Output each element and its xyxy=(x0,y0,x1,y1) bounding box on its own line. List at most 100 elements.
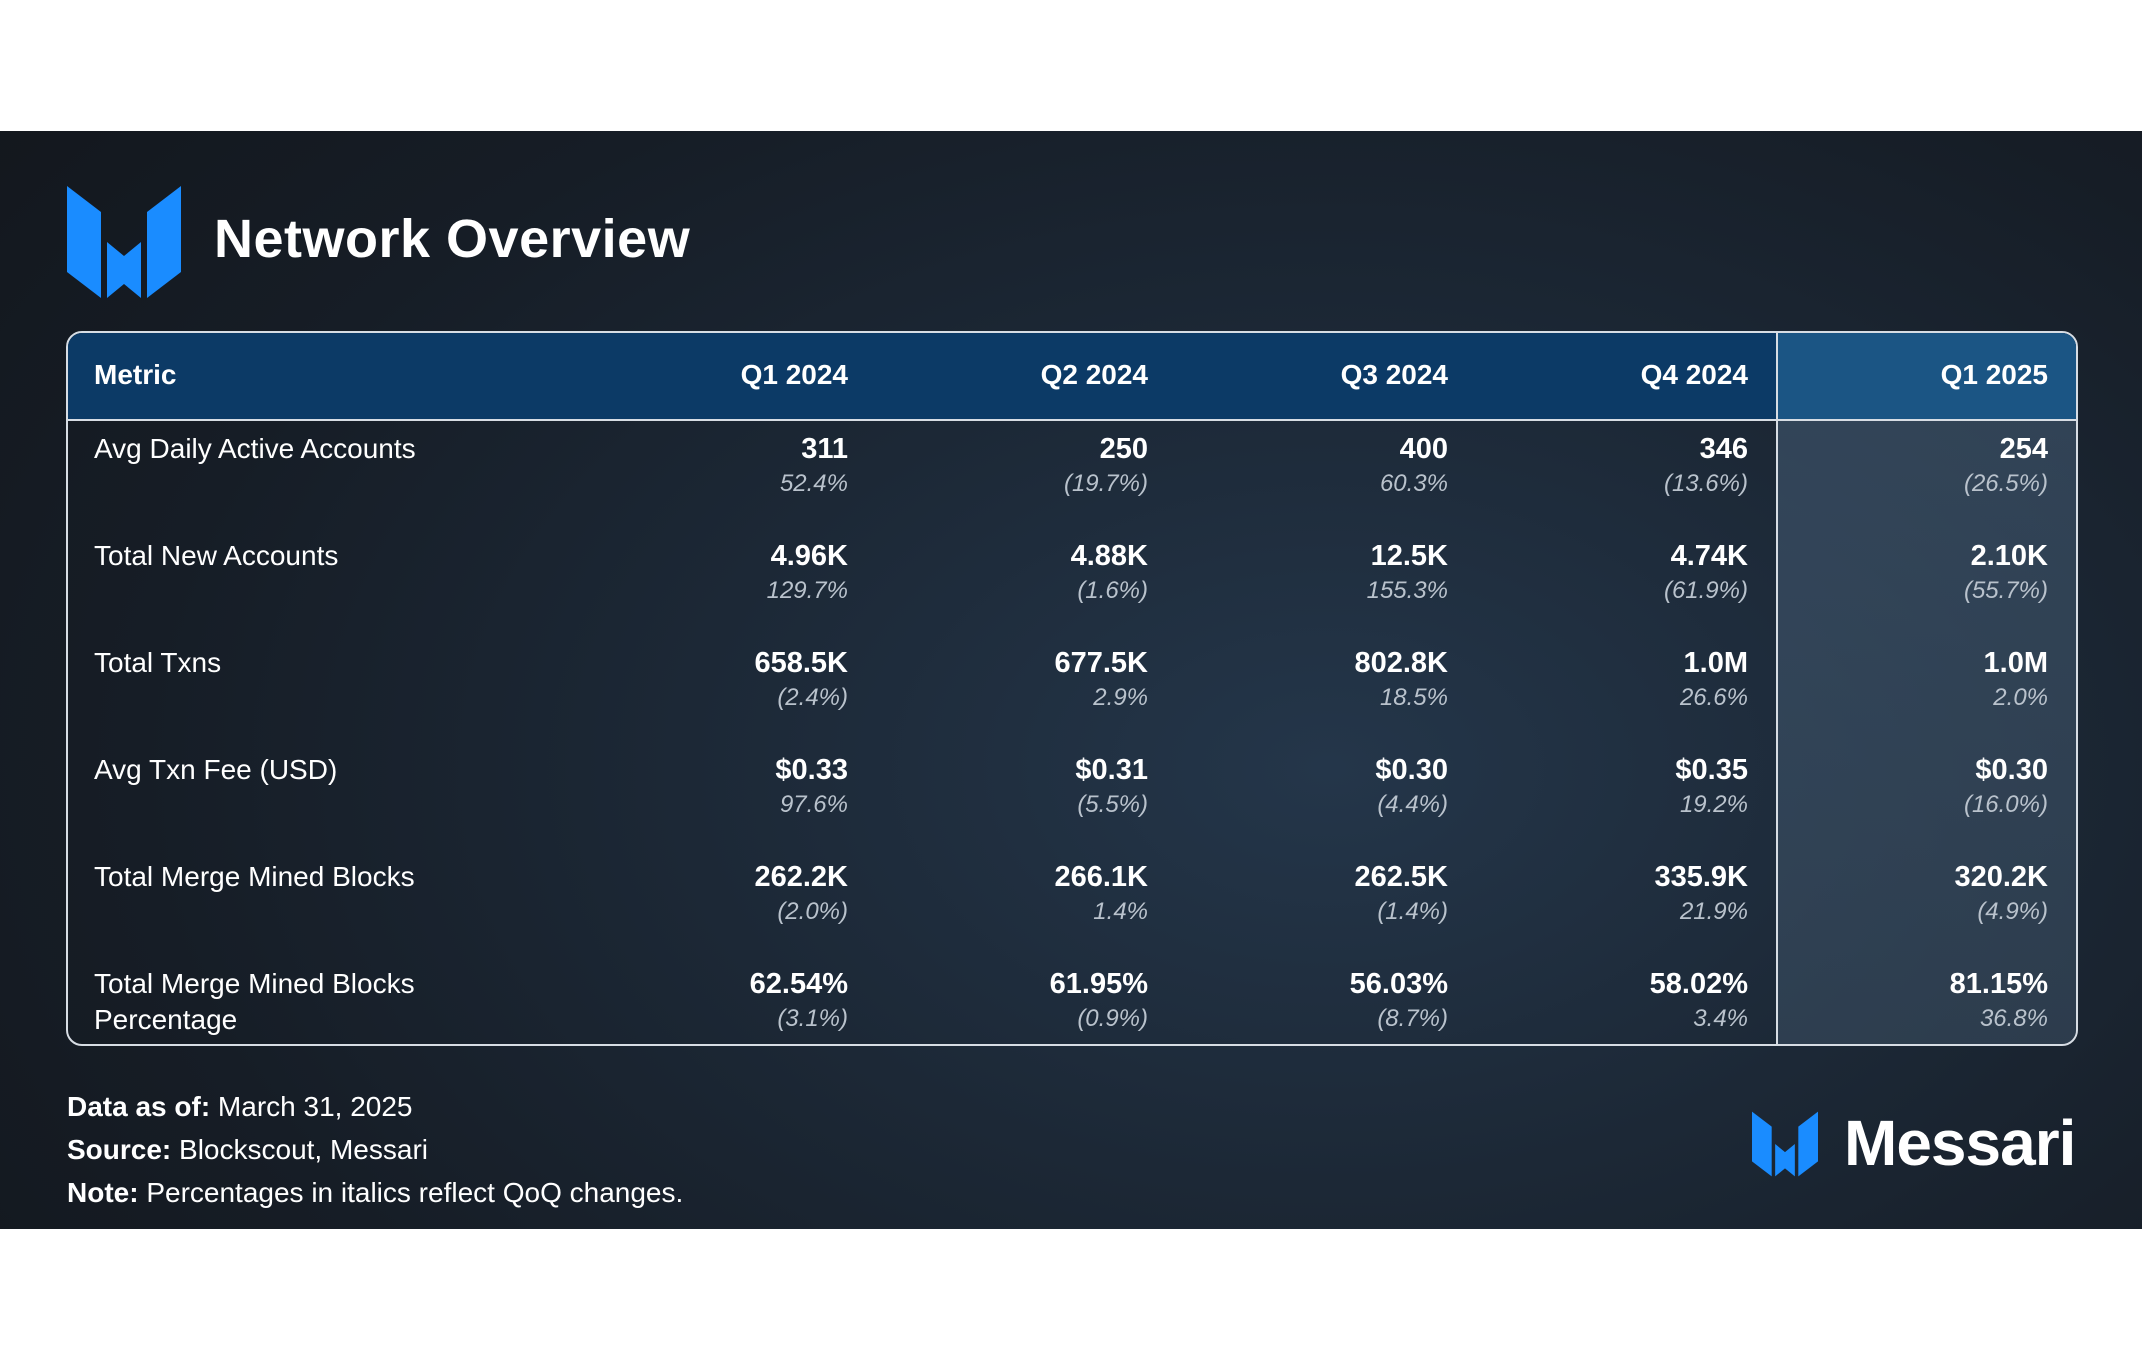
cell-change: (5.5%) xyxy=(1077,791,1148,818)
source-value: Blockscout, Messari xyxy=(171,1134,428,1165)
table-cell: 4.74K (61.9%) xyxy=(1508,528,1748,608)
cell-value: 346 xyxy=(1699,433,1748,465)
metric-label: Total Txns xyxy=(94,647,222,678)
table-cell: 4.88K (1.6%) xyxy=(908,528,1148,608)
metric-label: Avg Txn Fee (USD) xyxy=(94,754,338,785)
table-cell: 12.5K 155.3% xyxy=(1208,528,1448,608)
note-label: Note: xyxy=(67,1177,139,1208)
table-cell: 658.5K (2.4%) xyxy=(608,635,848,715)
metric-label: Total Merge Mined Blocks xyxy=(94,861,415,892)
table-header xyxy=(68,333,2076,421)
cell-change: 26.6% xyxy=(1679,684,1748,711)
cell-value: 802.8K xyxy=(1354,647,1448,679)
cell-change: 2.9% xyxy=(1093,684,1148,711)
table-cell: 400 60.3% xyxy=(1208,421,1448,501)
cell-change: 18.5% xyxy=(1379,684,1448,711)
column-header-q2-2024: Q2 2024 xyxy=(1040,359,1148,390)
table-cell: $0.33 97.6% xyxy=(608,742,848,822)
table-cell: 4.96K 129.7% xyxy=(608,528,848,608)
table-cell: 58.02% 3.4% xyxy=(1508,956,1748,1036)
cell-change: 21.9% xyxy=(1679,898,1748,925)
cell-value: $0.35 xyxy=(1675,754,1748,786)
cell-change: (2.4%) xyxy=(777,684,848,711)
cell-value: 12.5K xyxy=(1370,540,1448,572)
cell-value: 56.03% xyxy=(1349,968,1448,1000)
cell-change: (55.7%) xyxy=(1963,577,2048,604)
messari-logo-icon xyxy=(1752,1111,1818,1177)
cell-value: $0.31 xyxy=(1075,754,1148,786)
metrics-table: Metric Q1 2024 Q2 2024 Q3 2024 Q4 2024 Q1 202… xyxy=(66,331,2078,1046)
cell-value: 1.0M xyxy=(1983,647,2048,679)
table-cell: 335.9K 21.9% xyxy=(1508,849,1748,929)
table-cell: 262.2K (2.0%) xyxy=(608,849,848,929)
table-cell: 1.0M 2.0% xyxy=(1808,635,2048,715)
header-highlight-cell xyxy=(1776,333,2076,419)
table-cell: 1.0M 26.6% xyxy=(1508,635,1748,715)
cell-value: 4.88K xyxy=(1070,540,1148,572)
metric-label: Avg Daily Active Accounts xyxy=(94,433,416,464)
cell-value: 262.2K xyxy=(754,861,848,893)
cell-value: 254 xyxy=(1999,433,2048,465)
brand-name: Messari xyxy=(1844,1107,2076,1179)
column-header-q3-2024: Q3 2024 xyxy=(1340,359,1448,390)
metric-label: Total New Accounts xyxy=(94,540,339,571)
table-cell: 262.5K (1.4%) xyxy=(1208,849,1448,929)
cell-value: 658.5K xyxy=(754,647,848,679)
cell-value: 61.95% xyxy=(1049,968,1148,1000)
table-cell: 311 52.4% xyxy=(608,421,848,501)
cell-change: (3.1%) xyxy=(777,1005,848,1032)
footer-data-as-of: Data as of: March 31, 2025 xyxy=(67,1089,413,1125)
table-cell: 56.03% (8.7%) xyxy=(1208,956,1448,1036)
cell-change: 129.7% xyxy=(766,577,848,604)
cell-value: 4.74K xyxy=(1670,540,1748,572)
metric-label: Total Merge Mined Blocks Percentage xyxy=(94,968,415,1035)
footer-source: Source: Blockscout, Messari xyxy=(67,1132,428,1168)
column-header-q4-2024: Q4 2024 xyxy=(1640,359,1748,390)
cell-change: 19.2% xyxy=(1679,791,1748,818)
cell-change: (26.5%) xyxy=(1963,470,2048,497)
highlight-column xyxy=(1776,333,2076,1044)
table-cell: 62.54% (3.1%) xyxy=(608,956,848,1036)
cell-value: $0.30 xyxy=(1975,754,2048,786)
cell-change: (1.4%) xyxy=(1377,898,1448,925)
cell-change: 3.4% xyxy=(1693,1005,1748,1032)
cell-value: $0.30 xyxy=(1375,754,1448,786)
cell-value: 266.1K xyxy=(1054,861,1148,893)
cell-value: 4.96K xyxy=(770,540,848,572)
cell-value: 62.54% xyxy=(749,968,848,1000)
overview-panel: Network Overview Metric Q1 2024 Q2 2024 Q3 … xyxy=(0,131,2142,1229)
cell-change: 97.6% xyxy=(779,791,848,818)
cell-change: (8.7%) xyxy=(1377,1005,1448,1032)
table-cell: 802.8K 18.5% xyxy=(1208,635,1448,715)
cell-change: (61.9%) xyxy=(1663,577,1748,604)
table-cell: $0.30 (4.4%) xyxy=(1208,742,1448,822)
table-cell: $0.35 19.2% xyxy=(1508,742,1748,822)
page-title: Network Overview xyxy=(214,209,691,269)
brand-logo: Messari xyxy=(1752,1107,2082,1181)
cell-change: (2.0%) xyxy=(777,898,848,925)
cell-change: (4.4%) xyxy=(1377,791,1448,818)
column-header-metric: Metric xyxy=(94,359,177,390)
table-cell: 346 (13.6%) xyxy=(1508,421,1748,501)
table-cell: 677.5K 2.9% xyxy=(908,635,1148,715)
cell-change: 60.3% xyxy=(1379,470,1448,497)
cell-change: 52.4% xyxy=(779,470,848,497)
cell-change: 1.4% xyxy=(1093,898,1148,925)
table-cell: 61.95% (0.9%) xyxy=(908,956,1148,1036)
data-as-of-value: March 31, 2025 xyxy=(210,1091,413,1122)
cell-value: 250 xyxy=(1099,433,1148,465)
footer-note: Note: Percentages in italics reflect QoQ… xyxy=(67,1175,683,1211)
table-row: Total Merge Mined Blocks Percentage 62.54… xyxy=(68,956,2076,1044)
cell-value: 262.5K xyxy=(1354,861,1448,893)
cell-value: 335.9K xyxy=(1654,861,1748,893)
table-cell: 81.15% 36.8% xyxy=(1808,956,2048,1036)
cell-value: $0.33 xyxy=(775,754,848,786)
cell-value: 2.10K xyxy=(1970,540,2048,572)
table-row: Total Merge Mined Blocks 262.2K (2.0%) 266.… xyxy=(68,849,2076,956)
source-label: Source: xyxy=(67,1134,172,1165)
cell-value: 58.02% xyxy=(1649,968,1748,1000)
cell-change: (4.9%) xyxy=(1977,898,2048,925)
cell-value: 311 xyxy=(801,433,848,465)
cell-change: (19.7%) xyxy=(1063,470,1148,497)
cell-change: (16.0%) xyxy=(1963,791,2048,818)
